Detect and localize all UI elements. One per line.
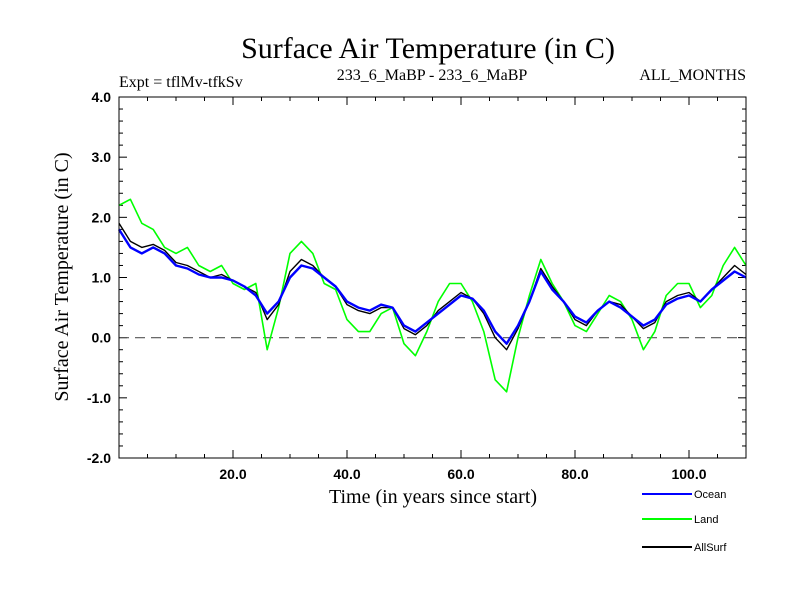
y-tick-label: 4.0 bbox=[92, 89, 112, 105]
period-label: 233_6_MaBP - 233_6_MaBP bbox=[337, 67, 528, 84]
legend: Ocean Land AllSurf bbox=[642, 489, 727, 554]
months-label: ALL_MONTHS bbox=[639, 67, 746, 84]
series-line-ocean bbox=[117, 228, 747, 345]
y-axis-label: Surface Air Temperature (in C) bbox=[51, 152, 73, 401]
chart-title: Surface Air Temperature (in C) bbox=[241, 32, 615, 65]
y-tick-label: 1.0 bbox=[92, 270, 112, 286]
y-tick-label: -2.0 bbox=[87, 450, 111, 466]
series-line-allsurf bbox=[118, 222, 747, 351]
x-tick-label: 20.0 bbox=[219, 466, 246, 482]
y-tick-label: 3.0 bbox=[92, 149, 112, 165]
x-tick-label: 60.0 bbox=[447, 466, 474, 482]
x-tick-label: 40.0 bbox=[333, 466, 360, 482]
experiment-label: Expt = tflMv-tfkSv bbox=[119, 74, 243, 91]
y-tick-label: 0.0 bbox=[92, 330, 112, 346]
series-group bbox=[117, 198, 747, 393]
legend-label-allsurf: AllSurf bbox=[694, 542, 727, 554]
x-tick-label: 80.0 bbox=[561, 466, 588, 482]
x-axis-label: Time (in years since start) bbox=[329, 486, 537, 508]
y-tick-label: 2.0 bbox=[92, 209, 112, 225]
y-tick-label: -1.0 bbox=[87, 390, 111, 406]
legend-label-land: Land bbox=[694, 514, 718, 526]
x-tick-label: 100.0 bbox=[671, 466, 706, 482]
legend-label-ocean: Ocean bbox=[694, 489, 726, 501]
tick-labels: 20.0 40.0 60.0 80.0 100.0 -2.0 -1.0 0.0 1.0 2.0 3.… bbox=[87, 89, 707, 482]
series-line-land bbox=[118, 198, 747, 393]
plot-frame bbox=[118, 96, 747, 459]
